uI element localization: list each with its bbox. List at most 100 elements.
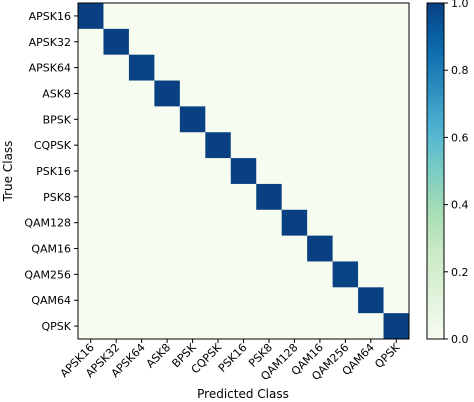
heatmap-cell	[281, 3, 308, 30]
heatmap-cell	[281, 54, 308, 81]
heatmap-cell	[179, 261, 206, 288]
heatmap-cell	[154, 183, 181, 211]
heatmap-cell	[78, 235, 104, 262]
heatmap-cell	[230, 313, 257, 340]
heatmap-cell	[383, 80, 410, 107]
colorbar-tick-label: 1.0	[451, 0, 469, 10]
heatmap-cell	[230, 209, 257, 237]
heatmap-cell	[383, 235, 410, 262]
heatmap-cell	[103, 28, 130, 56]
heatmap-cell	[256, 209, 283, 237]
heatmap-cell	[256, 287, 283, 314]
heatmap-cell	[128, 287, 155, 314]
heatmap-cell	[358, 3, 384, 30]
heatmap-cell	[256, 235, 283, 262]
heatmap-cell	[383, 132, 410, 159]
heatmap-cell	[103, 54, 130, 81]
heatmap-cell	[103, 158, 130, 185]
heatmap-cell	[78, 287, 104, 314]
heatmap-cell	[78, 80, 104, 107]
heatmap-cell	[154, 3, 181, 30]
heatmap-cell	[179, 158, 206, 185]
heatmap-cell	[358, 80, 384, 107]
heatmap-cell	[205, 80, 232, 107]
heatmap-cell	[230, 3, 257, 30]
heatmap-cell	[154, 287, 181, 314]
heatmap-cell	[358, 235, 384, 262]
heatmap-cell	[205, 313, 232, 340]
heatmap-cell	[307, 3, 334, 30]
x-tick-label: QPSK	[372, 340, 403, 371]
heatmap-cell	[383, 3, 410, 30]
heatmap-cells	[78, 3, 410, 340]
heatmap-cell	[281, 261, 308, 288]
heatmap-cell	[128, 158, 155, 185]
heatmap-cell	[78, 209, 104, 237]
heatmap-cell	[281, 183, 308, 211]
heatmap-cell	[358, 54, 384, 81]
heatmap-cell	[332, 80, 359, 107]
heatmap-cell	[205, 28, 232, 56]
heatmap-cell	[78, 3, 104, 30]
heatmap-cell	[205, 287, 232, 314]
heatmap-cell	[103, 287, 130, 314]
y-tick-label: QAM256	[24, 268, 71, 281]
colorbar-ticks: 0.0 0.2 0.4 0.6 0.8 1.0	[444, 0, 469, 346]
y-tick-label: QAM128	[24, 217, 71, 230]
heatmap-cell	[332, 261, 359, 288]
heatmap-cell	[383, 158, 410, 185]
x-tick-label: PSK16	[216, 341, 250, 375]
heatmap-cell	[307, 287, 334, 314]
heatmap-cell	[358, 132, 384, 159]
heatmap-cell	[78, 132, 104, 159]
heatmap-cell	[103, 80, 130, 107]
heatmap-cell	[230, 28, 257, 56]
heatmap-cell	[103, 132, 130, 159]
heatmap-cell	[103, 3, 130, 30]
heatmap-cell	[332, 183, 359, 211]
y-tick-label: BPSK	[43, 113, 72, 126]
heatmap-cell	[256, 132, 283, 159]
colorbar-tick-label: 0.0	[451, 333, 469, 346]
heatmap-cell	[128, 183, 155, 211]
heatmap-cell	[332, 54, 359, 81]
heatmap-cell	[205, 235, 232, 262]
heatmap-cell	[179, 313, 206, 340]
heatmap-cell	[179, 132, 206, 159]
heatmap-cell	[230, 54, 257, 81]
heatmap-cell	[332, 3, 359, 30]
heatmap-cell	[154, 132, 181, 159]
y-axis-label: True Class	[1, 141, 15, 203]
heatmap-cell	[332, 313, 359, 340]
heatmap-cell	[154, 209, 181, 237]
heatmap-cell	[230, 287, 257, 314]
heatmap-cell	[358, 261, 384, 288]
heatmap-cell	[256, 106, 283, 133]
heatmap-cell	[179, 80, 206, 107]
heatmap-cell	[230, 80, 257, 107]
heatmap-cell	[205, 183, 232, 211]
heatmap-cell	[205, 158, 232, 185]
heatmap-cell	[205, 106, 232, 133]
heatmap-cell	[128, 132, 155, 159]
heatmap-cell	[383, 54, 410, 81]
heatmap-cell	[128, 3, 155, 30]
heatmap-cell	[103, 209, 130, 237]
heatmap-cell	[358, 158, 384, 185]
heatmap-cell	[332, 28, 359, 56]
heatmap-cell	[281, 80, 308, 107]
heatmap-cell	[281, 287, 308, 314]
heatmap-cell	[281, 158, 308, 185]
heatmap-cell	[281, 235, 308, 262]
heatmap-cell	[154, 235, 181, 262]
heatmap-cell	[256, 313, 283, 340]
y-tick-label: APSK64	[29, 62, 71, 75]
heatmap-cell	[383, 287, 410, 314]
heatmap-cell	[179, 54, 206, 81]
heatmap-cell	[103, 261, 130, 288]
heatmap-cell	[205, 132, 232, 159]
heatmap-cell	[307, 235, 334, 262]
heatmap-cell	[383, 106, 410, 133]
heatmap-cell	[281, 106, 308, 133]
